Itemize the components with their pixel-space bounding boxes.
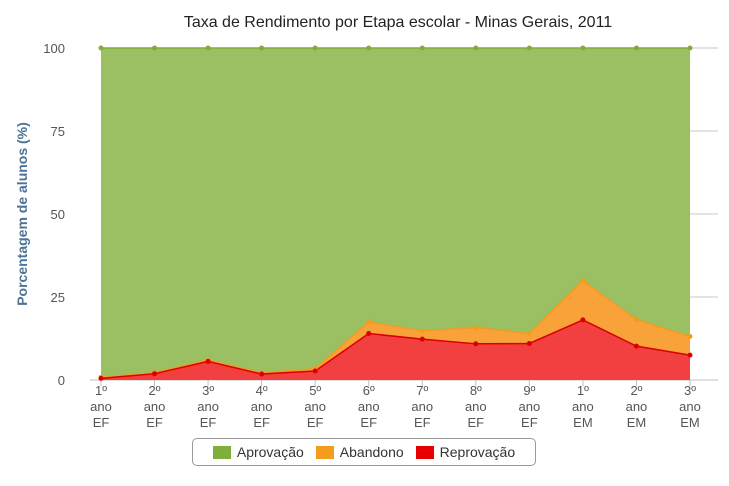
point-reprovacao[interactable] [687,352,693,358]
point-reprovacao[interactable] [526,340,532,346]
x-tick-label: 5º ano EF [304,383,326,430]
legend-item-reprovacao[interactable]: Reprovação [415,444,516,460]
point-aprovacao[interactable] [312,45,318,51]
y-axis-label: Porcentagem de alunos (%) [14,122,30,306]
chart-title: Taxa de Rendimento por Etapa escolar - M… [184,14,612,31]
x-tick-label: 1º ano EM [572,383,594,430]
point-aprovacao[interactable] [633,45,639,51]
area-layer [100,47,691,380]
legend-swatch-aprovacao [212,445,231,459]
point-reprovacao[interactable] [259,371,265,377]
x-tick-label: 7º ano EF [411,383,433,430]
point-abandono[interactable] [366,319,372,325]
y-tick-labels: 0 25 50 75 100 [43,41,65,388]
y-tick-label: 100 [43,41,65,56]
point-abandono[interactable] [633,317,639,323]
point-aprovacao[interactable] [98,45,104,51]
point-aprovacao[interactable] [419,45,425,51]
legend-label-aprovacao: Aprovação [236,444,304,460]
point-aprovacao[interactable] [580,45,586,51]
x-tick-labels: 1º ano EF 2º ano EF 3º ano EF 4º ano EF 5º ano EF 6º ano… [90,383,701,430]
point-aprovacao[interactable] [205,45,211,51]
point-reprovacao[interactable] [473,341,479,347]
y-tick-label: 75 [51,124,65,139]
line-reprovacao [100,319,691,380]
x-tick-label: 1º ano EF [90,383,112,430]
point-abandono[interactable] [526,331,532,337]
legend: Aprovação Abandono Reprovação [192,438,536,466]
point-reprovacao[interactable] [98,375,104,381]
x-tick-label: 2º ano EM [626,383,648,430]
legend-label-reprovacao: Reprovação [439,444,516,460]
point-reprovacao[interactable] [205,358,211,364]
point-abandono[interactable] [473,325,479,331]
point-reprovacao[interactable] [312,368,318,374]
legend-item-abandono[interactable]: Abandono [315,444,404,460]
point-reprovacao[interactable] [580,317,586,323]
point-reprovacao[interactable] [366,331,372,337]
x-tick-label: 2º ano EF [144,383,166,430]
x-tick-label: 8º ano EF [465,383,487,430]
x-tick-label: 3º ano EF [197,383,219,430]
y-tick-label: 0 [58,373,65,388]
y-tick-label: 25 [51,290,65,305]
legend-item-aprovacao[interactable]: Aprovação [212,444,304,460]
point-abandono[interactable] [419,328,425,334]
point-aprovacao[interactable] [526,45,532,51]
point-aprovacao[interactable] [259,45,265,51]
point-aprovacao[interactable] [152,45,158,51]
point-reprovacao[interactable] [419,336,425,342]
area-reprovacao [101,319,690,380]
point-abandono[interactable] [687,334,693,340]
point-aprovacao[interactable] [687,45,693,51]
area-abandono [101,280,690,379]
point-aprovacao[interactable] [366,45,372,51]
area-aprovacao [101,48,690,378]
legend-label-abandono: Abandono [339,444,404,460]
line-abandono [100,279,691,379]
x-tick-label: 3º ano EM [679,383,701,430]
point-abandono[interactable] [580,278,586,284]
x-tick-label: 6º ano EF [358,383,380,430]
marker-layer [98,45,693,381]
point-reprovacao[interactable] [152,371,158,377]
legend-swatch-abandono [315,445,334,459]
point-aprovacao[interactable] [473,45,479,51]
y-tick-label: 50 [51,207,65,222]
legend-swatch-reprovacao [415,445,434,459]
x-tick-label: 4º ano EF [251,383,273,430]
point-reprovacao[interactable] [633,343,639,349]
x-tick-label: 9º ano EF [519,383,541,430]
